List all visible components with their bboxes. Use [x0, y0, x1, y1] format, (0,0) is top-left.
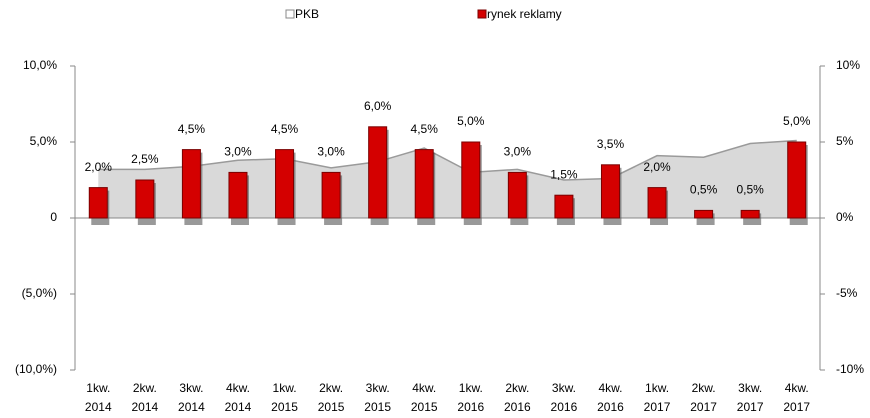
- x-tick-label: 4kw. 2014: [225, 381, 252, 414]
- bar: [787, 141, 807, 219]
- y-tick-label: 5,0%: [30, 134, 58, 148]
- x-tick-label: 1kw. 2015: [271, 381, 298, 414]
- x-tick-label: 4kw. 2016: [597, 381, 624, 414]
- x-tick-label: 4kw. 2017: [783, 381, 810, 414]
- y2-tick-label: 5%: [836, 134, 854, 148]
- x-tick-label: 2kw. 2017: [690, 381, 717, 414]
- legend-label: rynek reklamy: [487, 7, 562, 21]
- bar: [507, 171, 527, 219]
- bar-shadow: [696, 213, 715, 225]
- bar: [228, 171, 248, 219]
- bar: [368, 126, 388, 219]
- legend-swatch: [285, 9, 295, 19]
- data-label: 3,0%: [317, 145, 345, 159]
- data-label: 3,0%: [224, 145, 252, 159]
- data-label: 4,5%: [178, 122, 206, 136]
- y2-tick-label: -5%: [836, 286, 858, 300]
- bar: [275, 149, 295, 219]
- bar-shadow: [743, 213, 762, 225]
- area-line: [98, 139, 797, 181]
- x-tick-label: 2kw. 2016: [504, 381, 531, 414]
- data-label: 1,5%: [550, 167, 578, 181]
- data-label: 5,0%: [783, 114, 811, 128]
- x-tick-label: 2kw. 2015: [318, 381, 345, 414]
- data-label: 6,0%: [364, 99, 392, 113]
- x-tick-label: 2kw. 2014: [131, 381, 158, 414]
- x-tick-label: 1kw. 2017: [644, 381, 671, 414]
- bar: [414, 149, 434, 219]
- x-tick-label: 3kw. 2017: [737, 381, 764, 414]
- y-tick-label: (5,0%): [22, 286, 57, 300]
- data-label: 4,5%: [411, 122, 439, 136]
- y-tick-label: 0: [50, 210, 57, 224]
- bar: [88, 187, 108, 219]
- x-tick-label: 3kw. 2014: [178, 381, 205, 414]
- bar: [554, 194, 574, 219]
- data-label: 2,0%: [85, 160, 113, 174]
- x-tick-label: 1kw. 2016: [457, 381, 484, 414]
- area: [98, 140, 797, 218]
- data-label: 2,0%: [643, 160, 671, 174]
- bar: [321, 171, 341, 219]
- data-label: 2,5%: [131, 152, 159, 166]
- bar: [600, 164, 620, 219]
- bar: [694, 209, 714, 219]
- legend-swatch: [477, 9, 487, 19]
- y-tick-label: (10,0%): [15, 362, 57, 376]
- data-label: 0,5%: [736, 183, 764, 197]
- x-tick-label: 4kw. 2015: [411, 381, 438, 414]
- data-label: 0,5%: [690, 183, 718, 197]
- y2-tick-label: 10%: [836, 58, 860, 72]
- data-label: 3,0%: [504, 145, 532, 159]
- legend-label: PKB: [295, 7, 319, 21]
- y2-tick-label: -10%: [836, 362, 864, 376]
- y-tick-label: 10,0%: [23, 58, 57, 72]
- y2-tick-label: 0%: [836, 210, 854, 224]
- bar: [135, 179, 155, 219]
- data-label: 5,0%: [457, 114, 485, 128]
- bar: [740, 209, 760, 219]
- data-label: 4,5%: [271, 122, 299, 136]
- bar: [461, 141, 481, 219]
- data-label: 3,5%: [597, 137, 625, 151]
- x-tick-label: 1kw. 2014: [85, 381, 112, 414]
- x-tick-label: 3kw. 2015: [364, 381, 391, 414]
- bar: [647, 187, 667, 219]
- x-tick-label: 3kw. 2016: [551, 381, 578, 414]
- bar: [181, 149, 201, 219]
